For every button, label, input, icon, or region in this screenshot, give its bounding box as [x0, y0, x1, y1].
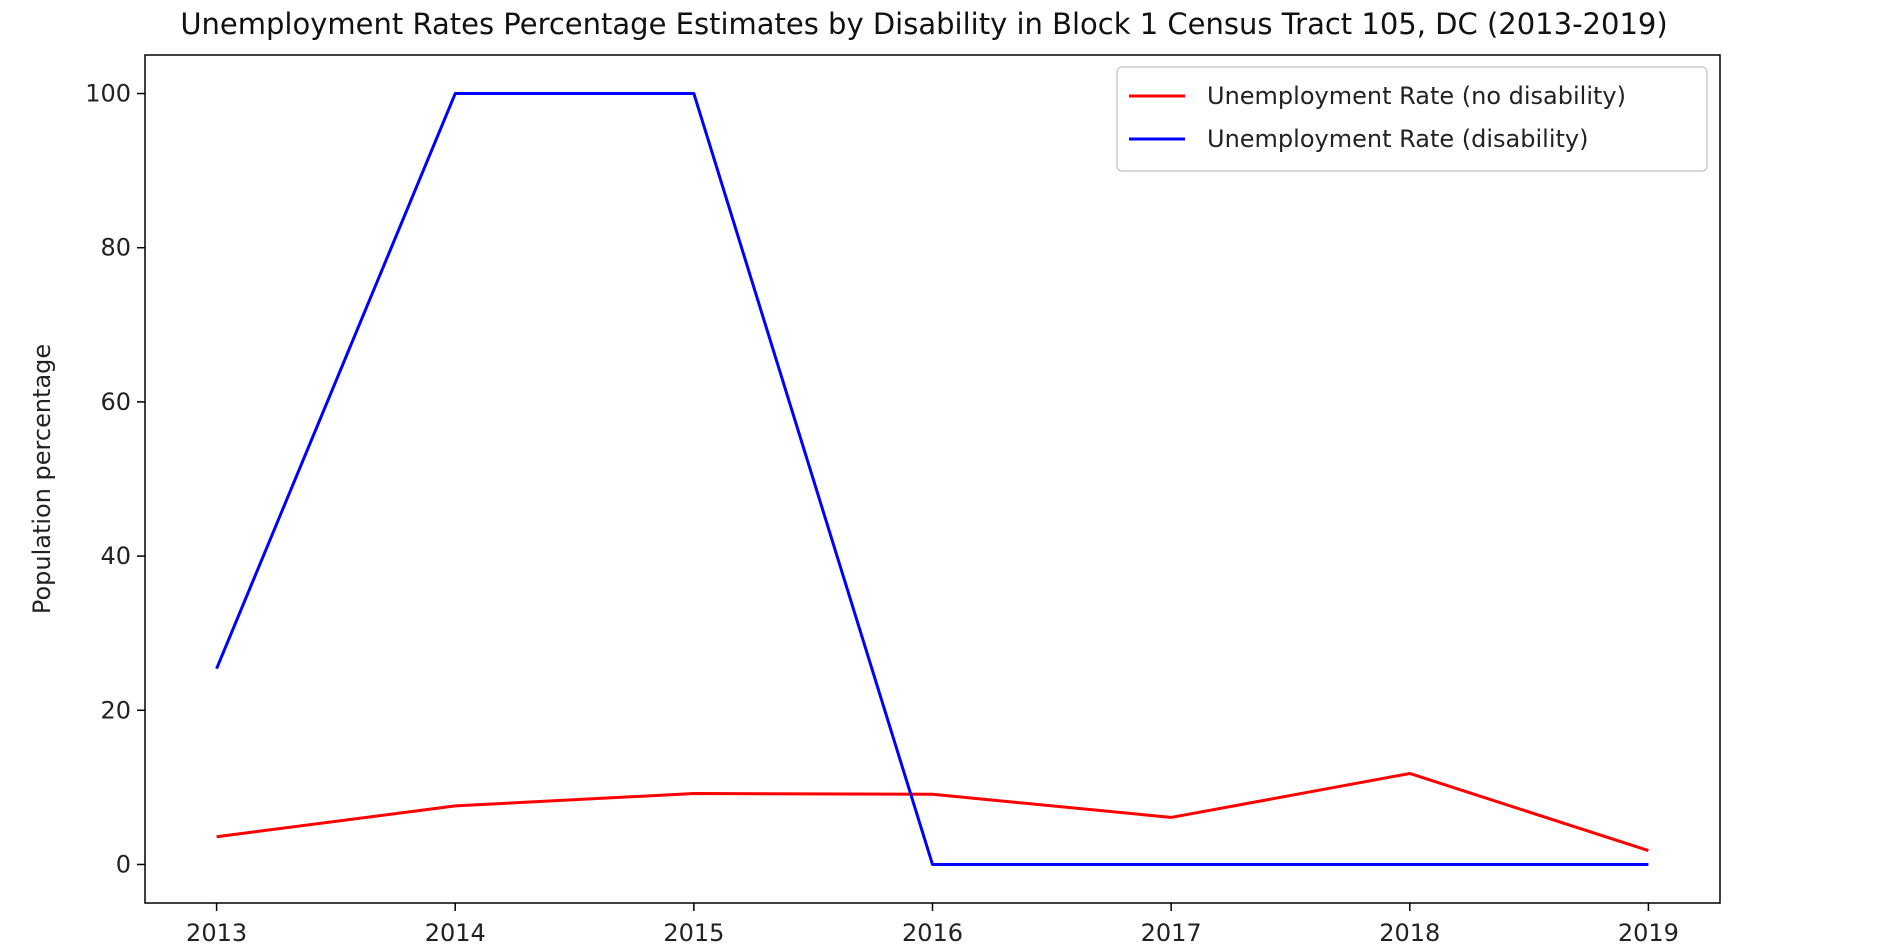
x-tick-label: 2016 — [902, 919, 963, 946]
y-tick-label: 100 — [85, 80, 131, 108]
series-layer — [215, 92, 1649, 866]
series-line-2 — [215, 92, 1649, 866]
y-tick-label: 20 — [100, 696, 131, 724]
legend-label: Unemployment Rate (no disability) — [1207, 82, 1626, 110]
y-axis: 0 20 40 60 80 100 — [85, 80, 145, 878]
series-line-1 — [216, 771, 1649, 853]
y-tick-label: 0 — [116, 850, 131, 878]
y-tick-label: 80 — [100, 234, 131, 262]
chart-title: Unemployment Rates Percentage Estimates … — [180, 7, 1667, 41]
plot-area-frame — [144, 54, 1721, 904]
x-tick-label: 2014 — [425, 919, 486, 946]
legend-label: Unemployment Rate (disability) — [1207, 125, 1588, 153]
x-tick-label: 2013 — [186, 919, 247, 946]
y-axis-label: Population percentage — [28, 344, 56, 614]
y-tick-label: 40 — [100, 542, 131, 570]
x-tick-label: 2018 — [1379, 919, 1440, 946]
legend-box — [1116, 66, 1708, 172]
x-tick-label: 2019 — [1618, 919, 1679, 946]
x-tick-label: 2015 — [663, 919, 724, 946]
x-tick-label: 2017 — [1141, 919, 1202, 946]
legend: Unemployment Rate (no disability) Unemplo… — [1116, 66, 1708, 172]
y-tick-label: 60 — [100, 388, 131, 416]
x-axis: 2013 2014 2015 2016 2017 2018 2019 — [186, 903, 1679, 946]
